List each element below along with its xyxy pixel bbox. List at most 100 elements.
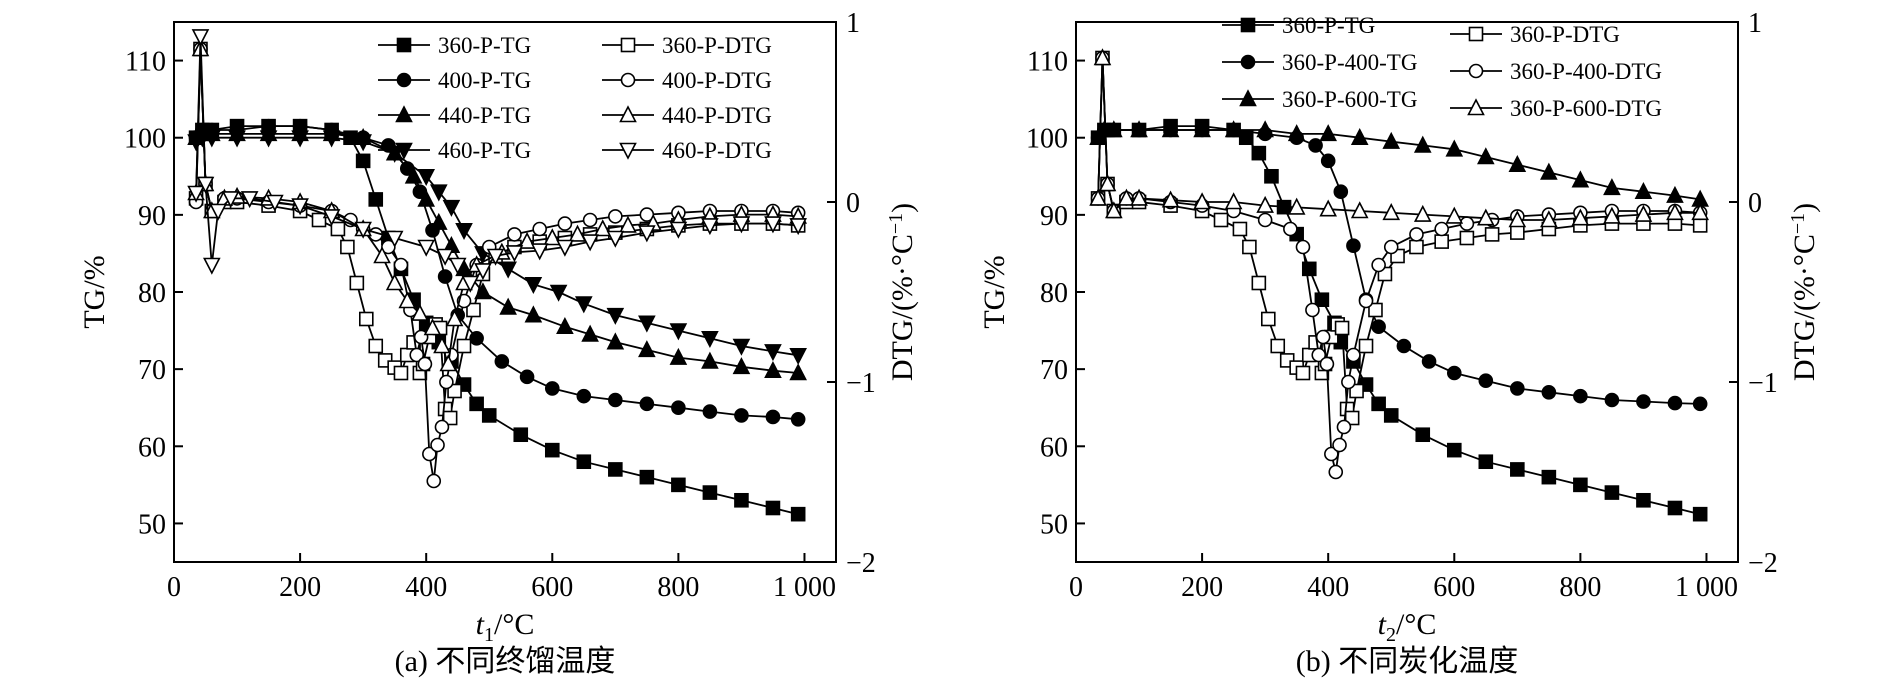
dtg-point bbox=[764, 216, 782, 234]
tg-point bbox=[228, 130, 246, 148]
dtg-point bbox=[1283, 221, 1298, 237]
dtg-point bbox=[1295, 365, 1311, 381]
dtg-point bbox=[1484, 227, 1500, 242]
dtg-point bbox=[701, 218, 719, 236]
tg-point bbox=[544, 381, 560, 396]
y2-tick-label: 0 bbox=[1748, 188, 1762, 219]
tg-point bbox=[1161, 120, 1180, 138]
dtg-point bbox=[581, 234, 599, 252]
tg-point bbox=[417, 189, 436, 207]
legend-label: 460-P-TG bbox=[438, 138, 531, 163]
dtg-point bbox=[557, 216, 573, 231]
panel-b: 0 200 400 600 800 1 000 50 60 70 80 90 100 110 −2 −1 0 1… bbox=[978, 8, 1821, 678]
dtg-point bbox=[1409, 239, 1424, 255]
tg-point bbox=[1256, 120, 1274, 138]
legend-label: 360-P-600-DTG bbox=[1510, 96, 1662, 121]
dtg-point bbox=[373, 246, 391, 264]
y2-axis-label: DTG/(%·°C−1) bbox=[885, 203, 919, 381]
dtg-point bbox=[1161, 190, 1180, 208]
legend-label: 360-P-TG bbox=[1282, 13, 1375, 38]
tg-point bbox=[1510, 381, 1525, 396]
dtg-point bbox=[1287, 197, 1306, 215]
tg-point bbox=[1396, 338, 1412, 354]
x-axis-label: t2/°C bbox=[1378, 608, 1437, 646]
dtg-point bbox=[417, 239, 436, 257]
y-tick-label: 50 bbox=[1040, 509, 1068, 540]
dtg-point bbox=[433, 336, 451, 354]
dtg-point bbox=[1324, 446, 1339, 462]
tg-point bbox=[404, 166, 423, 184]
legend-marker bbox=[1468, 63, 1484, 79]
tg-point bbox=[765, 500, 781, 516]
dtg-point bbox=[1358, 338, 1374, 354]
tg-point bbox=[1264, 168, 1279, 184]
dtg-point bbox=[196, 176, 215, 194]
x-axis-label-sub: 1 bbox=[484, 624, 494, 646]
tg-point bbox=[524, 276, 543, 295]
x-tick-label: 800 bbox=[657, 572, 699, 603]
tg-point bbox=[734, 492, 749, 508]
dtg-point bbox=[1382, 203, 1401, 221]
dtg-point bbox=[1349, 383, 1364, 399]
dtg-point bbox=[1383, 239, 1399, 255]
y2-tick-label: −1 bbox=[846, 368, 876, 399]
dtg-point bbox=[1571, 208, 1590, 226]
tg-point bbox=[437, 269, 453, 284]
dtg-point bbox=[638, 225, 656, 243]
dtg-point bbox=[330, 221, 346, 237]
dtg-point bbox=[1358, 293, 1374, 309]
dtg-point bbox=[448, 257, 467, 275]
series-layer bbox=[187, 29, 807, 522]
tg-point bbox=[1308, 138, 1323, 153]
dtg-point bbox=[1334, 320, 1350, 336]
legend-item: 460-P-TG bbox=[378, 138, 531, 163]
tg-point bbox=[1478, 454, 1494, 470]
dtg-point bbox=[209, 203, 227, 221]
dtg-point bbox=[669, 221, 688, 239]
y2-tick-label: −2 bbox=[846, 548, 876, 579]
dtg-point bbox=[1634, 204, 1653, 222]
tg-point bbox=[671, 477, 686, 493]
dtg-point bbox=[1315, 329, 1331, 345]
legend-item: 360-P-TG bbox=[1222, 13, 1375, 38]
tg-point bbox=[1510, 462, 1525, 477]
x-tick-label: 1 000 bbox=[773, 572, 836, 603]
dtg-point bbox=[1256, 195, 1274, 213]
tg-point bbox=[1667, 500, 1683, 516]
y-tick-label: 60 bbox=[1040, 432, 1068, 463]
dtg-point bbox=[606, 230, 625, 248]
tg-point bbox=[1541, 384, 1557, 400]
dtg-point bbox=[1328, 464, 1344, 480]
tg-point bbox=[481, 408, 497, 423]
y-tick-label: 110 bbox=[1027, 47, 1068, 78]
series-360-P-TG bbox=[188, 118, 806, 522]
x-tick-label: 800 bbox=[1559, 572, 1601, 603]
tg-point bbox=[764, 360, 782, 378]
dtg-point bbox=[1336, 419, 1352, 435]
legend-label: 360-P-600-TG bbox=[1282, 87, 1417, 112]
dtg-point bbox=[385, 230, 404, 248]
tg-line bbox=[1097, 129, 1701, 201]
x-tick-label: 400 bbox=[1307, 572, 1349, 603]
y-axis-label: TG/% bbox=[978, 255, 1011, 328]
dtg-point bbox=[532, 221, 547, 237]
tg-point bbox=[1413, 135, 1432, 153]
dtg-point bbox=[1093, 48, 1112, 66]
dtg-point bbox=[1510, 225, 1525, 240]
dtg-point bbox=[1311, 347, 1327, 363]
legend-item: 360-P-400-DTG bbox=[1450, 59, 1662, 84]
dtg-point bbox=[340, 239, 355, 255]
y-tick-label: 70 bbox=[1040, 355, 1068, 386]
x-axis-label-sub: 2 bbox=[1386, 624, 1396, 646]
tg-point bbox=[671, 400, 686, 416]
legend-item: 360-P-DTG bbox=[602, 33, 772, 58]
y-tick-label: 110 bbox=[125, 47, 166, 78]
dtg-point bbox=[461, 275, 480, 293]
tg-point bbox=[1667, 395, 1683, 411]
legend: 360-P-TG 360-P-400-TG 360-P-600-TG 360-P-DT… bbox=[1222, 13, 1662, 121]
tg-point bbox=[354, 134, 372, 152]
legend-item: 460-P-DTG bbox=[602, 138, 772, 163]
dtg-point bbox=[619, 215, 637, 233]
dtg-point bbox=[368, 338, 384, 354]
tg-point bbox=[1371, 396, 1386, 412]
